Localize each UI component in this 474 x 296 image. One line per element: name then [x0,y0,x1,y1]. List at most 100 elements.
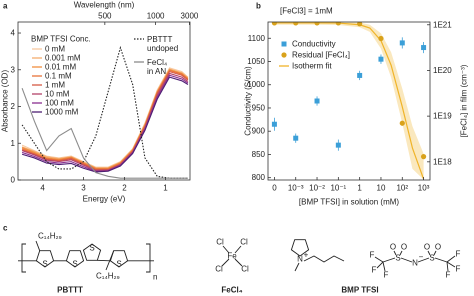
atom-label: S [72,260,77,269]
data-point [271,22,278,26]
data-point [314,98,320,104]
atom-label: Cl [215,265,223,274]
atom-label: F [456,265,461,274]
data-point [357,22,363,27]
atom-label: S [42,260,47,269]
data-point [378,56,384,62]
bond [374,250,456,272]
atom-label: N [297,255,303,264]
data-point [378,35,384,42]
x2-tick-label: 500 [98,12,112,21]
data-point [293,22,299,26]
legend-label: Residual [FeCl₄] [292,51,350,60]
thiophene-ring [65,250,85,268]
absorbance-line [21,72,189,172]
bond [294,255,345,272]
atom-label: Fe [227,252,237,261]
y-tick-label: 2 [11,102,16,111]
atom-label: Cl [216,238,224,247]
atom-label: O [424,243,430,252]
data-point [399,40,405,46]
thiophene-ring [35,250,55,268]
panel-label: c [3,224,8,233]
y-tick-label: 850 [252,150,266,159]
panel-label: a [3,2,8,11]
data-point [420,154,427,160]
legend-swatch [281,41,287,47]
y-tick-label: 950 [252,103,266,112]
legend-label: 0.001 mM [45,54,81,63]
y-tick-label: 4 [11,29,16,38]
plot-frame [17,21,191,181]
atom-label: S [429,254,434,263]
atom-label: O [390,243,396,252]
structure-name: FeCl₄ [221,286,242,295]
x-tick-label: 10² [396,184,408,193]
x-axis-title: Energy (eV) [83,195,126,204]
thiophene-ring [82,243,102,261]
atom-label: O [435,243,441,252]
x-tick-label: 3 [81,184,86,193]
atom-label: F [372,266,377,275]
repeat-bracket [21,243,151,273]
y-axis-title: Conductivity (S/cm) [244,66,253,136]
thiophene-ring [109,250,129,268]
structure-name: BMP TFSI [341,286,378,295]
charge-label: + [304,251,309,260]
repeat-label: n [153,273,157,282]
fit-line [274,22,425,180]
y-tick-label: 800 [252,173,266,182]
y2-axis-title: [FeCl₄] in film (cm⁻³) [460,64,469,137]
atom-label: Cl [240,238,248,247]
atom-label: Cl [241,265,249,274]
y-tick-label: 1100 [248,34,266,43]
plot-area [271,22,427,180]
x-tick-label: 2 [122,184,127,193]
x-tick-label: 1 [357,184,362,193]
y-tick-label: 3 [11,65,16,74]
bond [221,245,243,267]
atom-label: F [456,250,461,259]
x-tick-label: 10⁻¹ [330,184,346,193]
substituent-label: C₁₄H₂₉ [38,232,62,241]
y-tick-label: 1050 [247,57,265,66]
y2-tick-label: 1E21 [433,20,452,29]
x2-tick-label: 1000 [147,12,165,21]
legend-label: PBTTT undoped [147,35,178,53]
atom-label: O [401,243,407,252]
x2-axis-title: Wavelength (nm) [74,1,135,10]
bond [105,250,115,271]
pyrrolidine-ring [290,239,310,257]
legend-label: Isotherm fit [292,62,332,71]
legend-label: 0 mM [45,45,65,54]
x-tick-label: 10³ [418,184,430,193]
x-tick-label: 10⁻² [309,184,325,193]
legend-label: 1000 mM [45,108,79,117]
atom-label: F [446,271,451,280]
legend-label: 10 mM [45,90,70,99]
substituent-label: C₁₄H₂₉ [96,272,120,281]
data-point [357,72,363,78]
legend-label: 1 mM [45,81,65,90]
x-tick-label: 10⁻³ [288,184,304,193]
legend-swatch [281,52,287,58]
y2-tick-label: 1E20 [433,66,452,75]
data-point [271,121,277,127]
bond [97,259,111,262]
atom-label: S [89,244,94,253]
data-point [314,22,320,26]
legend-label: FeCl₄ in AN [147,58,167,76]
x-axis-title: [BMP TFSI] in solution (mM) [299,198,400,207]
atom-label: F [370,251,375,260]
chart-title: [FeCl3] = 1mM [280,7,333,16]
data-point [335,142,341,148]
panel-c: c S S S S C₁₄H₂₉ C₁₄H₂₉ n PBTTT Cl Cl Fe… [3,224,461,295]
y2-tick-label: 1E19 [433,112,452,121]
atom-label: N [412,259,418,268]
structure-name: PBTTT [57,286,83,295]
charge-label: − [419,253,424,262]
x2-tick-label: 3000 [181,12,199,21]
fit-band [274,22,424,180]
